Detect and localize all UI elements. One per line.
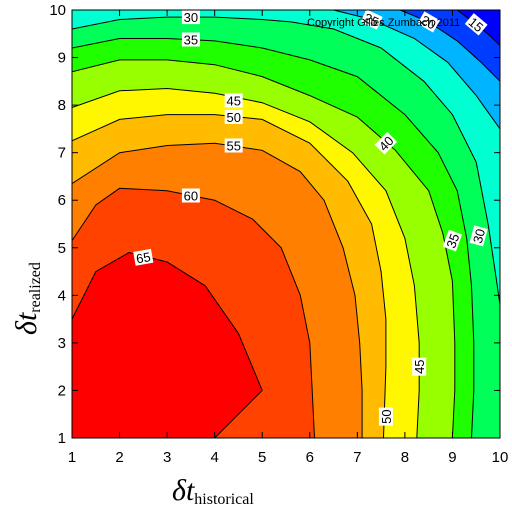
contour-line-20 [399,10,500,82]
contour-label-50: 50 [224,110,243,125]
contour-line-15 [456,10,500,47]
contour-labels: 30 35 45 50 55 60 65 40 35 30 45 50 25 20 15 [133,9,488,426]
x-tick-label: 1 [68,449,76,466]
contour-label-text: 50 [379,409,394,423]
contour-line-30 [72,16,500,305]
contour-label-text: 30 [184,10,198,25]
y-tick-label: 10 [49,2,66,19]
contour-label-35: 35 [442,229,463,252]
y-axis-title: δtrealized [10,262,44,335]
heatmap-layer [72,10,500,438]
contour-label-background [133,248,154,266]
y-tick-label: 9 [58,50,66,67]
contour-label-40: 40 [374,131,398,155]
contour-label-55: 55 [224,138,243,154]
x-tick-label: 9 [448,449,456,466]
contour-label-text: 35 [184,33,198,48]
contour-label-15: 15 [464,13,488,36]
y-tick-label: 4 [58,287,66,304]
x-tick-label: 7 [353,449,361,466]
plot-frame [71,9,501,439]
contour-label-25: 25 [360,9,383,30]
contour-label-text: 20 [418,12,438,32]
y-axis-title-subscript: realized [27,262,44,313]
contour-label-background [412,357,427,376]
contour-label-background [360,9,383,30]
contour-label-35: 35 [181,32,200,48]
y-tick-label: 6 [58,192,66,209]
y-tick-label: 3 [58,335,66,352]
y-tick-label: 1 [58,430,66,447]
x-axis-title-subscript: historical [194,491,254,508]
y-tick-label: 7 [58,145,66,162]
y-tick-label: 5 [58,240,66,257]
x-axis-ticks: 1 2 3 4 5 6 7 8 9 10 [68,10,509,466]
contour-label-20: 20 [417,11,440,33]
contour-label-background [374,131,398,155]
contour-label-background [417,11,440,33]
contour-label-60: 60 [181,188,200,204]
contour-label-text: 65 [135,249,152,266]
contour-line-65 [72,251,263,438]
contour-label-background [464,13,488,36]
y-tick-label: 2 [58,382,66,399]
contour-label-text: 45 [226,93,240,108]
contour-label-background [181,10,200,25]
x-tick-label: 10 [492,449,509,466]
contour-line-55 [72,142,363,438]
contour-label-background [378,407,393,426]
y-tick-label: 8 [58,97,66,114]
contour-label-background [224,138,243,153]
contour-label-background [224,110,243,124]
contour-label-text: 60 [184,189,198,204]
x-tick-label: 8 [401,449,409,466]
x-axis-title-symbol: δt [172,474,195,507]
contour-label-text: 55 [226,139,240,154]
contour-label-background [181,32,200,47]
x-tick-label: 3 [163,449,171,466]
copyright-text: Copyright Gilles Zumbach 2011 [307,17,460,29]
x-tick-label: 4 [210,449,218,466]
contour-label-background [224,93,243,108]
contour-line-60 [72,187,315,438]
heatmap-band-65 [72,252,263,438]
contour-label-45: 45 [412,357,427,376]
y-axis-title-symbol: δt [10,312,43,335]
contour-line-40 [72,59,456,438]
contour-label-text: 30 [470,227,488,245]
contour-label-background [469,225,488,247]
contour-label-text: 25 [362,10,381,30]
x-tick-label: 6 [306,449,314,466]
contour-label-30: 30 [181,10,200,25]
contour-label-text: 35 [443,231,462,250]
contour-label-text: 50 [226,110,240,125]
contour-line-50 [72,114,387,438]
contour-label-background [181,188,200,203]
contour-label-50: 50 [378,407,394,426]
contour-label-45: 45 [224,93,243,108]
x-tick-label: 2 [115,449,123,466]
contour-label-background [442,229,463,252]
contour-line-45 [72,87,420,438]
contour-label-65: 65 [133,248,154,266]
x-tick-label: 5 [258,449,266,466]
contour-label-30: 30 [469,225,488,247]
contour-lines [72,10,500,438]
contour-label-text: 45 [412,359,427,373]
x-axis-title: δthistorical [172,474,254,508]
